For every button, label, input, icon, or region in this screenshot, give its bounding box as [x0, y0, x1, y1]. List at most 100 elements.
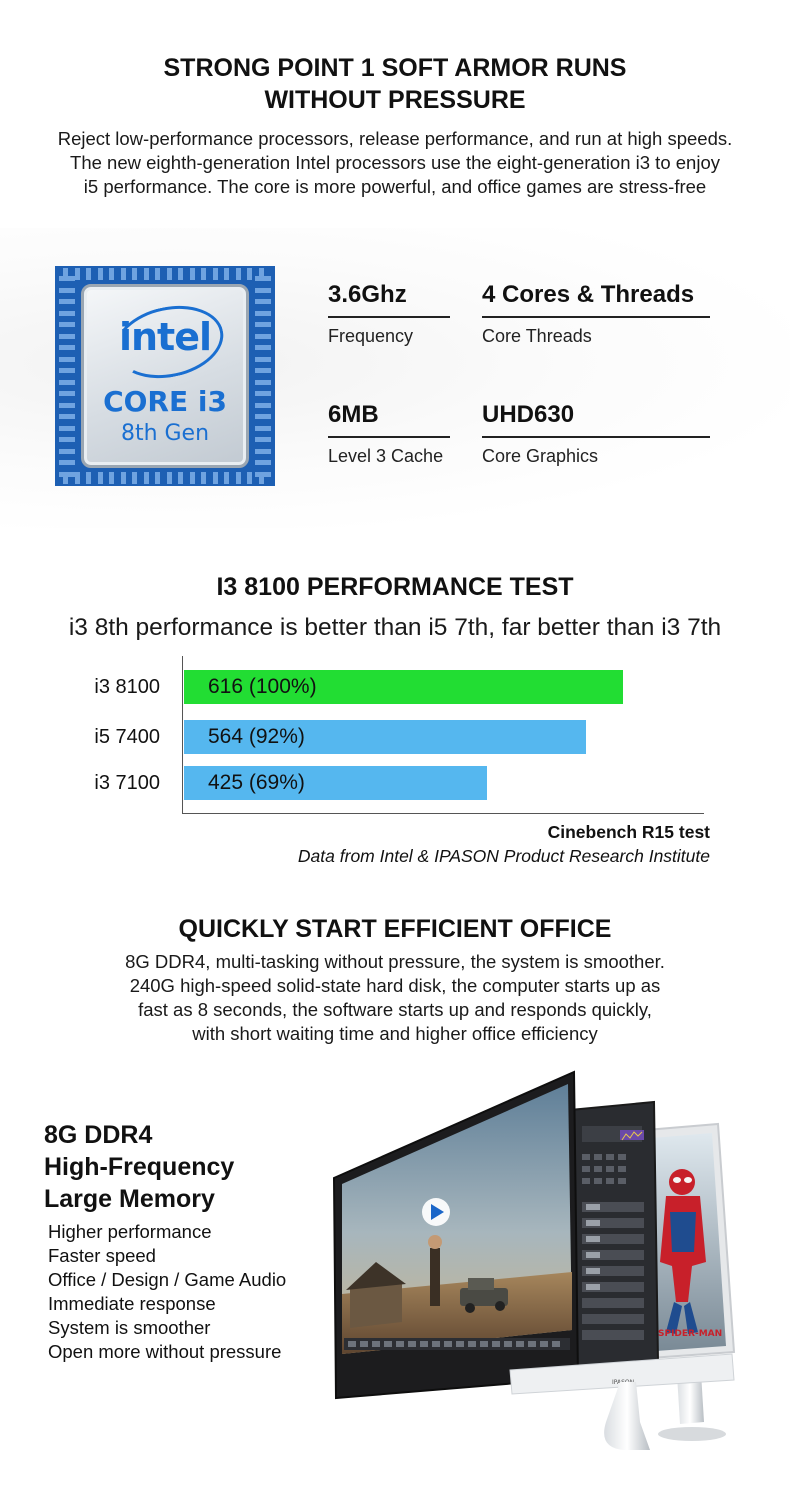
chip-pin — [59, 368, 75, 373]
chip-pin — [59, 287, 75, 293]
title-line: WITHOUT PRESSURE — [264, 86, 526, 114]
chip-pin — [258, 268, 264, 280]
chip-pin — [255, 345, 271, 350]
chip-pin — [255, 448, 271, 454]
monitors-illustration: SPIDER-MAN — [332, 1070, 736, 1450]
chip-pin — [74, 472, 80, 484]
chip-pin — [255, 310, 271, 316]
spiderman-head-icon — [669, 1169, 695, 1195]
performance-bar-chart: i3 8100 616 (100%) i5 7400 564 (92%) i3 7100… — [0, 650, 790, 820]
chip-pin — [255, 414, 271, 419]
chip-pin — [120, 268, 126, 280]
section-title-performance-test: I3 8100 PERFORMANCE TEST — [216, 573, 574, 601]
chip-pin — [86, 472, 91, 484]
front-monitor — [332, 1070, 580, 1400]
heading-line: Large Memory — [44, 1185, 215, 1213]
section-description-office: 8G DDR4, multi-tasking without pressure,… — [0, 950, 790, 1046]
chip-pin — [143, 472, 149, 484]
memory-heading: 8G DDR4 High-Frequency Large Memory — [44, 1119, 234, 1215]
chip-pin — [247, 268, 252, 280]
chip-pin — [59, 402, 75, 408]
section-subtitle-performance: i3 8th performance is better than i5 7th… — [68, 614, 722, 641]
chip-pin — [255, 322, 271, 327]
chip-pin — [255, 391, 271, 396]
spec-value: 4 Cores & Threads — [482, 280, 710, 318]
list-item: Higher performance — [48, 1221, 212, 1242]
chip-pin — [59, 310, 75, 316]
chip-pin — [247, 472, 252, 484]
chip-pin — [74, 268, 80, 280]
chip-pin — [59, 414, 75, 419]
chart-data-label: 616 (100%) — [208, 675, 317, 698]
chip-pin — [166, 472, 172, 484]
chip-pin — [224, 472, 229, 484]
text-line: with short waiting time and higher offic… — [192, 1023, 598, 1044]
chip-pin — [63, 268, 68, 280]
chip-pin — [59, 276, 75, 281]
chip-pin — [143, 268, 149, 280]
data-source-note: Data from Intel & IPASON Product Researc… — [297, 846, 710, 866]
chip-pin — [178, 268, 183, 280]
chip-pin — [178, 472, 183, 484]
chip-pin — [132, 268, 137, 280]
middle-monitor — [568, 1100, 660, 1370]
chip-pin — [255, 425, 271, 431]
spec-label: Core Graphics — [482, 446, 599, 466]
chip-pin — [59, 437, 75, 442]
chart-data-label: 564 (92%) — [208, 725, 305, 748]
chip-pin — [59, 460, 75, 465]
heading-line: High-Frequency — [44, 1153, 235, 1181]
spec-graphics: UHD630 Core Graphics — [482, 400, 710, 468]
chip-pin — [59, 379, 75, 385]
chip-generation-text: 8th Gen — [120, 421, 210, 446]
text-line: fast as 8 seconds, the software starts u… — [138, 999, 652, 1020]
list-item: System is smoother — [48, 1317, 211, 1338]
chip-pin — [255, 333, 271, 339]
chip-pin — [166, 268, 172, 280]
benchmark-name: Cinebench R15 test — [547, 822, 710, 842]
heading-line: 8G DDR4 — [44, 1121, 153, 1149]
chart-y-axis — [182, 656, 183, 814]
chip-pin — [59, 345, 75, 350]
spec-label: Frequency — [328, 326, 414, 346]
chip-pin — [155, 472, 160, 484]
chip-pin — [235, 472, 241, 484]
list-item: Faster speed — [48, 1245, 156, 1266]
spec-label: Level 3 Cache — [328, 446, 444, 466]
chip-pin — [59, 391, 75, 396]
chip-pin — [189, 472, 195, 484]
intel-brand-text: intel — [118, 315, 212, 359]
chart-bar — [184, 670, 623, 704]
chip-pin — [189, 268, 195, 280]
section-title-office: QUICKLY START EFFICIENT OFFICE — [178, 915, 612, 943]
chip-pin — [86, 268, 91, 280]
chart-data-label: 425 (69%) — [208, 771, 305, 794]
chart-category-label: i5 7400 — [94, 726, 160, 748]
monitor-stand — [604, 1382, 650, 1450]
chip-pin — [59, 299, 75, 304]
section-description-processor: Reject low-performance processors, relea… — [0, 127, 790, 199]
poster-text: SPIDER-MAN — [658, 1329, 722, 1339]
chip-pin — [212, 268, 218, 280]
chip-pin — [255, 299, 271, 304]
chip-face: intel CORE i3 8th Gen — [81, 284, 249, 468]
memory-benefits-list: Higher performance Faster speed Office /… — [48, 1220, 286, 1364]
spec-value: 3.6Ghz — [328, 280, 450, 318]
chip-pin — [109, 472, 114, 484]
chip-pin — [97, 268, 103, 280]
text-line: 8G DDR4, multi-tasking without pressure,… — [125, 951, 665, 972]
chip-pin — [255, 437, 271, 442]
chip-pin — [132, 472, 137, 484]
spec-label: Core Threads — [482, 326, 592, 346]
chip-pin — [63, 472, 68, 484]
chart-x-axis — [182, 813, 704, 814]
chip-pin — [97, 472, 103, 484]
chip-pin — [59, 425, 75, 431]
chip-pin — [59, 356, 75, 362]
chip-pin — [59, 322, 75, 327]
chip-pin — [201, 268, 206, 280]
chip-pin — [109, 268, 114, 280]
list-item: Immediate response — [48, 1293, 216, 1314]
chip-pin — [59, 471, 75, 477]
chart-category-label: i3 7100 — [94, 772, 160, 794]
